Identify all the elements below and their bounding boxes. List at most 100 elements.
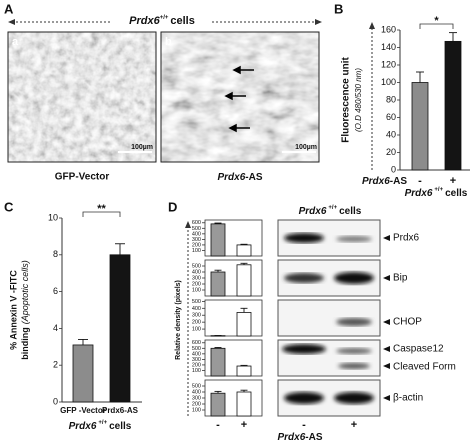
image-caption: Prdx6-AS xyxy=(217,172,262,183)
y-tick-label: 10 xyxy=(48,212,58,222)
blot-label: Bip xyxy=(393,273,408,284)
genotype: +/+ xyxy=(434,187,443,193)
panel-label: B xyxy=(334,1,343,16)
y-tick-label: 4 xyxy=(53,323,58,333)
genotype: +/+ xyxy=(328,205,337,211)
blot-label: CHOP xyxy=(393,317,422,328)
blot-label: Prdx6 xyxy=(393,233,420,244)
y-tick-label: 100 xyxy=(192,248,201,254)
blots xyxy=(277,219,381,417)
y-tick-label: 400 xyxy=(192,269,201,275)
y-tick-label: 2 xyxy=(53,360,58,370)
y-tick-label: 300 xyxy=(192,313,201,319)
significance: ** xyxy=(97,203,106,215)
suffix: cells xyxy=(170,15,194,27)
suffix: -AS xyxy=(305,432,323,442)
y-axis-label: % Annexin V -FITC xyxy=(8,270,18,350)
micrograph xyxy=(8,32,156,162)
y-tick-label: 500 xyxy=(192,299,201,305)
suffix: -AS xyxy=(390,176,408,187)
y-tick-label: 600 xyxy=(192,220,201,226)
y-tick-label: 20 xyxy=(386,147,396,157)
y-tick-label: 500 xyxy=(192,226,201,232)
bar xyxy=(210,271,226,297)
blot-title: Prdx6 +/+ cells xyxy=(299,205,362,217)
condition: + xyxy=(351,419,357,431)
y-tick-label: 200 xyxy=(192,362,201,368)
gene: Prdx6 xyxy=(277,432,305,442)
panel-label: D xyxy=(168,199,177,214)
blot-arrows xyxy=(383,235,390,401)
gene: Prdx6 xyxy=(69,421,97,432)
y-tick-label: 400 xyxy=(192,306,201,312)
header: Prdx6+/+ cells xyxy=(129,15,195,27)
y-axis-label: Fluorescence unit xyxy=(341,57,352,143)
x-tick-label: GFP -Vector xyxy=(60,406,106,415)
footer: Prdx6 +/+ cells xyxy=(405,187,468,199)
suffix: cells xyxy=(445,188,468,199)
bar xyxy=(236,244,252,257)
bar xyxy=(411,82,429,171)
bar xyxy=(236,391,252,417)
y-axis-note: (O.D 480/530 nm) xyxy=(354,68,363,132)
y-tick-label: 600 xyxy=(192,340,201,346)
y-tick-label: 40 xyxy=(386,129,396,139)
gene: Prdx6 xyxy=(405,188,433,199)
y-tick-label: 500 xyxy=(192,263,201,269)
bar xyxy=(210,347,226,377)
significance-bracket xyxy=(419,23,454,29)
y-tick-label: 100 xyxy=(192,407,201,413)
y-tick-label: 400 xyxy=(192,231,201,237)
y-tick-label: 100 xyxy=(192,368,201,374)
arrows xyxy=(224,65,254,133)
significance: * xyxy=(434,15,439,27)
image-label: a xyxy=(12,36,19,48)
y-tick-label: 300 xyxy=(192,395,201,401)
y-tick-label: 500 xyxy=(192,383,201,389)
plot-frame xyxy=(204,299,263,337)
bar xyxy=(210,392,226,417)
arrow-head xyxy=(315,19,322,25)
condition: - xyxy=(216,419,220,431)
y-tick-label: 0 xyxy=(53,396,58,406)
y-tick-label: 400 xyxy=(192,389,201,395)
x-tick-label: Prdx6-AS xyxy=(102,406,139,415)
bar xyxy=(236,365,252,377)
gene: Prdx6 xyxy=(217,172,245,183)
genotype: +/+ xyxy=(98,420,107,426)
gene: Prdx6 xyxy=(362,176,390,187)
x-tick-label: - xyxy=(418,175,422,187)
y-tick-label: 80 xyxy=(386,94,396,104)
y-tick-label: 200 xyxy=(192,242,201,248)
header-bg xyxy=(112,14,212,28)
y-axis-label: Relative density (pixels) xyxy=(175,280,182,360)
suffix: cells xyxy=(109,421,132,432)
gene: Prdx6 xyxy=(299,206,327,217)
significance-bracket xyxy=(82,211,121,217)
y-tick-label: 300 xyxy=(192,275,201,281)
condition: - xyxy=(302,419,306,431)
arrow-head xyxy=(185,221,191,228)
y-tick-label: 60 xyxy=(386,112,396,122)
blot-label: β-actin xyxy=(393,393,423,404)
bar xyxy=(72,344,94,403)
scale-label: 100µm xyxy=(131,144,153,151)
micrograph-frame xyxy=(7,31,157,163)
y-tick-label: 100 xyxy=(192,287,201,293)
arrow-head xyxy=(369,22,375,29)
y-axis-label: binding (Apoptotic cells) xyxy=(20,260,30,360)
x-tick-label: + xyxy=(450,175,456,187)
y-tick-label: 200 xyxy=(192,401,201,407)
blot-label: Caspase12 xyxy=(393,344,444,355)
y-tick-label: 100 xyxy=(381,77,396,87)
condition: + xyxy=(241,419,247,431)
y-tick-label: 6 xyxy=(53,286,58,296)
y-tick-label: 500 xyxy=(192,346,201,352)
suffix: -AS xyxy=(245,172,263,183)
x-axis-label: Prdx6-AS xyxy=(277,432,322,442)
scale-label: 100µm xyxy=(295,144,317,151)
blot-label: Cleaved Form xyxy=(393,362,456,373)
bar xyxy=(109,254,131,403)
panel-label: C xyxy=(4,199,14,214)
